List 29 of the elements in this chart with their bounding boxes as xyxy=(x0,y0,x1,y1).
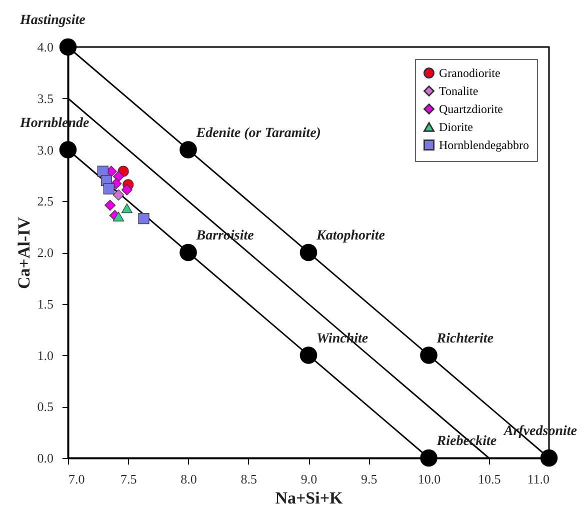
legend-label: Hornblendegabbro xyxy=(439,138,529,152)
legend-label: Diorite xyxy=(439,120,473,134)
x-tick-label: 11.0 xyxy=(527,472,550,486)
legend-label: Granodiorite xyxy=(439,66,500,80)
x-tick-label: 7.5 xyxy=(120,472,137,486)
y-tick-label: 1.0 xyxy=(37,348,54,363)
x-axis-title: Na+Si+K xyxy=(275,488,344,508)
x-tick-label: 9.5 xyxy=(361,472,378,486)
x-tick-label: 8.0 xyxy=(180,472,197,486)
y-tick-label: 1.5 xyxy=(37,296,54,312)
y-tick-label: 4.0 xyxy=(37,40,54,54)
annotation: Richterite xyxy=(436,331,494,346)
y-axis-title: Ca+Al-IV xyxy=(14,216,34,290)
y-tick-label: 3.0 xyxy=(37,142,54,158)
x-tick-label: 8.5 xyxy=(240,472,257,486)
y-tick-label: 0.0 xyxy=(37,450,54,466)
x-tick-label: 7.0 xyxy=(68,472,85,486)
y-tick-label: 2.0 xyxy=(37,245,54,260)
x-tick-label: 10.0 xyxy=(418,472,441,486)
annotation: Edenite (or Taramite) xyxy=(195,126,321,141)
x-tick-label: 10.5 xyxy=(478,472,501,486)
legend-label: Quartzdiorite xyxy=(439,102,503,116)
y-tick-label: 0.5 xyxy=(37,399,54,414)
annotation: Hastingsite xyxy=(19,13,86,28)
y-tick-label: 2.5 xyxy=(37,194,54,209)
annotation: Katophorite xyxy=(316,228,385,244)
legend-label: Tonalite xyxy=(439,84,478,98)
x-tick-label: 9.0 xyxy=(300,472,318,486)
y-tick-label: 3.5 xyxy=(37,90,54,106)
